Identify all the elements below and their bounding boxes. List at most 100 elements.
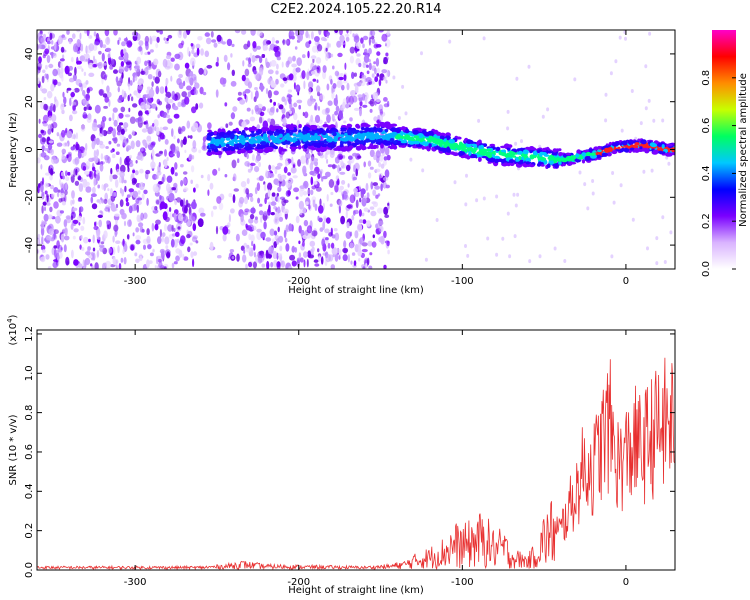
ridge-mark	[494, 155, 499, 159]
noise-blob	[138, 110, 143, 117]
noise-blob	[152, 248, 155, 253]
noise-blob	[307, 50, 310, 59]
noise-blob	[475, 198, 479, 203]
noise-blob	[132, 232, 135, 237]
noise-blob	[295, 84, 301, 93]
noise-blob	[330, 264, 335, 269]
ridge-mark	[314, 133, 318, 138]
noise-blob	[161, 235, 164, 243]
noise-blob	[124, 185, 127, 193]
noise-blob	[131, 130, 135, 136]
noise-blob	[50, 168, 54, 177]
ridge-mark	[331, 138, 339, 142]
noise-blob	[347, 183, 350, 188]
noise-blob	[246, 244, 250, 249]
noise-blob	[175, 231, 180, 237]
noise-blob	[60, 46, 65, 53]
noise-blob	[261, 106, 266, 112]
noise-blob	[110, 167, 113, 175]
noise-blob	[177, 138, 180, 144]
noise-blob	[346, 82, 350, 91]
noise-blob	[227, 62, 231, 71]
noise-blob	[318, 205, 324, 214]
noise-blob	[116, 131, 121, 136]
noise-blob	[382, 76, 387, 81]
noise-blob	[378, 236, 385, 243]
noise-blob	[292, 175, 298, 179]
noise-blob	[51, 40, 54, 45]
ridge-mark	[441, 133, 446, 136]
noise-blob	[61, 148, 66, 155]
noise-blob	[202, 91, 207, 96]
noise-blob	[591, 191, 595, 196]
noise-blob	[371, 38, 376, 44]
noise-blob	[64, 194, 67, 203]
ridge-mark	[355, 145, 362, 151]
noise-blob	[82, 216, 86, 225]
noise-blob	[352, 210, 356, 216]
noise-blob	[337, 178, 340, 186]
noise-blob	[120, 257, 124, 263]
noise-blob	[280, 83, 285, 88]
noise-blob	[291, 156, 294, 166]
noise-blob	[352, 33, 355, 38]
noise-blob	[648, 31, 652, 36]
noise-blob	[81, 247, 85, 251]
noise-blob	[151, 141, 156, 146]
colorbar-tick-label: 0.8	[701, 70, 712, 86]
noise-blob	[113, 119, 118, 127]
ridge-mark	[316, 135, 321, 141]
noise-blob	[655, 261, 659, 266]
noise-blob	[369, 98, 375, 107]
noise-blob	[288, 96, 292, 105]
noise-blob	[80, 83, 84, 92]
noise-blob	[244, 161, 251, 167]
snr-ylabel: SNR (10 * v/v)	[8, 414, 19, 485]
noise-blob	[263, 183, 267, 191]
noise-blob	[317, 173, 321, 180]
noise-blob	[182, 171, 188, 175]
noise-blob	[166, 107, 170, 114]
noise-blob	[611, 171, 615, 175]
noise-blob	[383, 97, 388, 102]
noise-blob	[212, 168, 218, 176]
noise-blob	[353, 107, 360, 111]
noise-blob	[154, 206, 158, 211]
noise-blob	[249, 116, 256, 122]
ridge-mark	[412, 129, 419, 135]
noise-blob	[210, 31, 214, 38]
noise-blob	[269, 99, 273, 103]
colorbar-tick-label: 0.0	[701, 261, 712, 277]
ridge-mark	[542, 147, 546, 151]
noise-blob	[109, 173, 113, 182]
noise-blob	[583, 182, 587, 187]
noise-blob	[244, 88, 251, 94]
noise-blob	[137, 80, 142, 86]
noise-blob	[314, 203, 318, 211]
noise-blob	[72, 207, 78, 211]
noise-blob	[40, 129, 44, 134]
noise-blob	[322, 65, 327, 73]
noise-blob	[205, 37, 212, 45]
noise-blob	[464, 244, 467, 248]
noise-blob	[145, 104, 151, 109]
noise-blob	[336, 40, 342, 48]
noise-blob	[240, 245, 245, 251]
y-tick-label: 0.2	[24, 523, 35, 539]
noise-blob	[216, 56, 219, 63]
noise-blob	[70, 223, 74, 230]
noise-blob	[243, 249, 246, 254]
noise-blob	[370, 31, 373, 36]
noise-blob	[124, 65, 129, 72]
noise-blob	[302, 54, 306, 59]
noise-blob	[63, 219, 68, 227]
noise-blob	[94, 155, 99, 164]
noise-blob	[516, 192, 520, 197]
noise-blob	[228, 121, 233, 126]
noise-blob	[174, 63, 180, 71]
noise-blob	[170, 75, 173, 82]
noise-blob	[165, 103, 171, 110]
noise-blob	[290, 35, 295, 40]
noise-blob	[563, 259, 567, 263]
noise-blob	[136, 214, 141, 223]
